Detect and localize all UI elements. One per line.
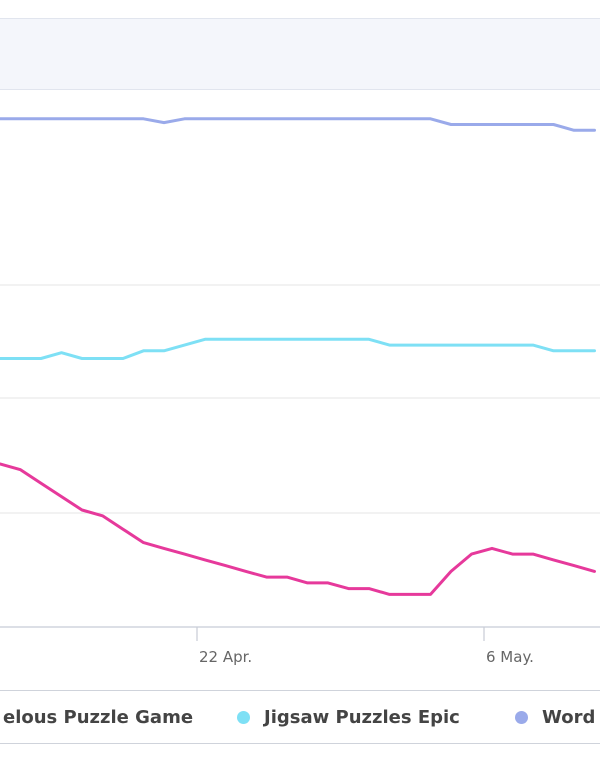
series-line-3 (0, 462, 596, 596)
rank-line-chart: 22 Apr. 6 May. (0, 117, 600, 666)
chart-header-band (0, 18, 600, 90)
series-line-1 (0, 117, 596, 132)
series-line-2 (0, 337, 596, 360)
chart-gridlines (0, 284, 600, 514)
legend-label: Word (542, 706, 596, 728)
legend-dot-icon (515, 710, 528, 724)
legend-label: Jigsaw Puzzles Epic (264, 706, 460, 728)
chart-legend: elous Puzzle Game Jigsaw Puzzles Epic Word (0, 690, 600, 744)
legend-item[interactable]: elous Puzzle Game (0, 691, 193, 743)
legend-label: elous Puzzle Game (3, 706, 194, 728)
legend-item[interactable]: Jigsaw Puzzles Epic (237, 691, 460, 743)
x-tick-label: 6 May. (486, 648, 534, 666)
x-tick-label: 22 Apr. (199, 648, 252, 666)
chart-series (0, 117, 596, 596)
legend-item[interactable]: Word (515, 691, 595, 743)
legend-dot-icon (237, 710, 250, 724)
x-axis: 22 Apr. 6 May. (0, 626, 600, 666)
